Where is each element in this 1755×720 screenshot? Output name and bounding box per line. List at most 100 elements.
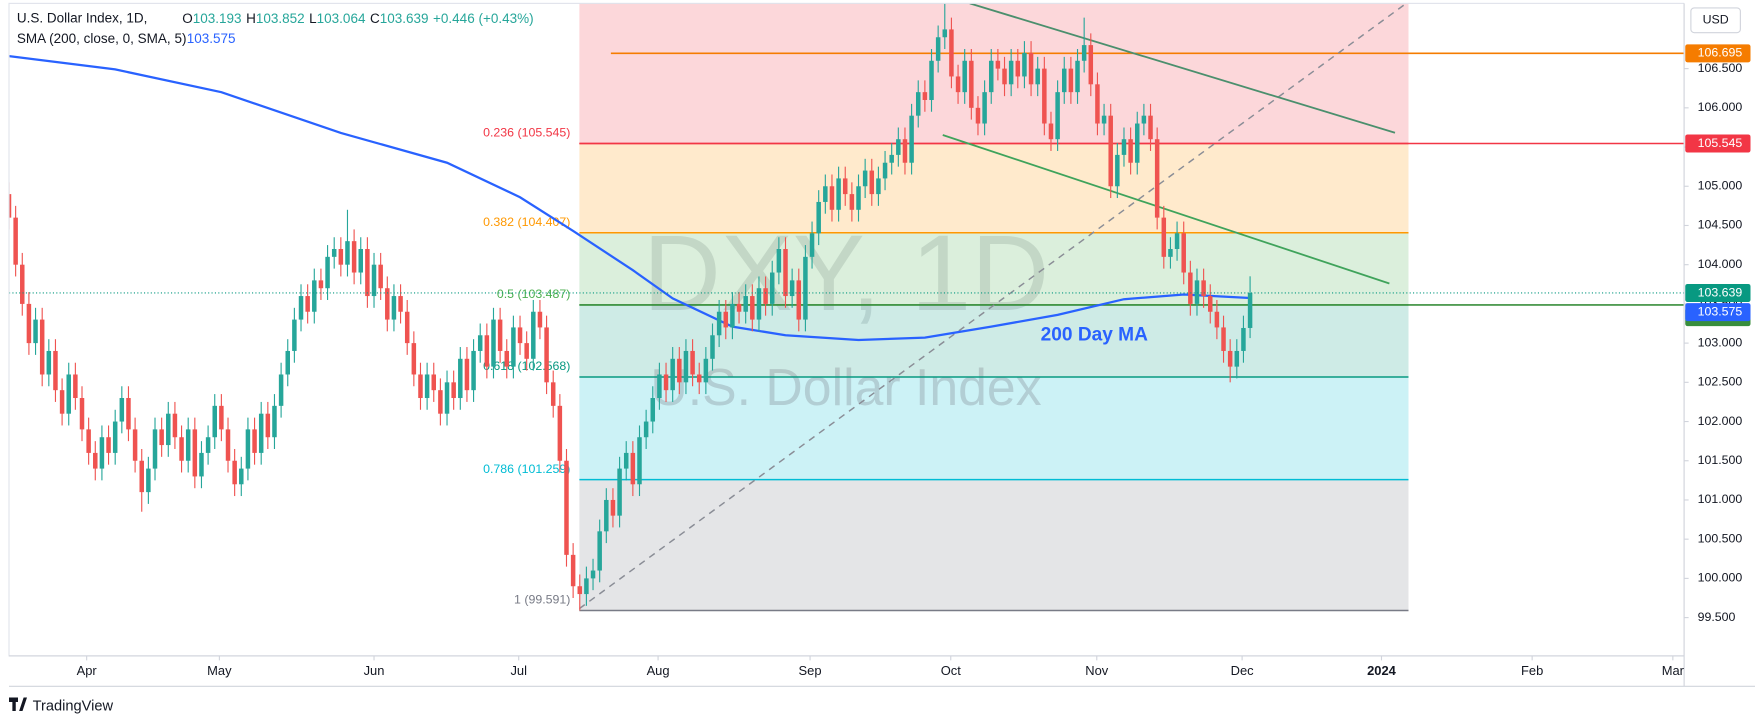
candle-body xyxy=(239,468,244,485)
candle-body xyxy=(809,233,815,257)
y-tick-label: 106.000 xyxy=(1698,100,1743,114)
x-tick-label: Oct xyxy=(941,663,962,678)
candle-body xyxy=(99,437,105,469)
candle-body xyxy=(1214,311,1220,328)
candle-body xyxy=(146,468,151,493)
fib-zone xyxy=(579,3,1409,144)
ohlc-value: 103.064 xyxy=(317,11,366,26)
candle-body xyxy=(743,296,748,312)
candle-body xyxy=(404,311,410,344)
candle-body xyxy=(13,217,18,265)
candle-body xyxy=(132,429,138,461)
candle-body xyxy=(345,241,350,265)
candle-body xyxy=(418,374,423,399)
candle-body xyxy=(471,350,476,391)
candle-body xyxy=(1035,68,1040,85)
candle-body xyxy=(1174,233,1180,250)
ohlc-key: O xyxy=(182,11,193,26)
candle-body xyxy=(577,586,583,595)
candle-body xyxy=(351,241,357,273)
y-tick-label: 102.500 xyxy=(1698,375,1743,389)
candle-body xyxy=(444,382,450,414)
x-tick-label: Dec xyxy=(1231,663,1255,678)
candle-body xyxy=(292,319,297,351)
candle-body xyxy=(849,194,855,210)
candle-body xyxy=(776,249,782,273)
plot-area: DXY, 1D U.S. Dollar Index 0.236 (105.545) 0… xyxy=(9,3,1685,612)
candle-body xyxy=(683,350,689,383)
symbol-title: U.S. Dollar Index, 1D, xyxy=(17,11,148,26)
x-tick-label: Aug xyxy=(647,663,670,678)
candle-body xyxy=(192,429,198,477)
price-tag-label: 106.695 xyxy=(1698,46,1743,60)
candle-body xyxy=(637,437,642,485)
candle-body xyxy=(185,429,191,461)
candle-body xyxy=(1194,280,1200,304)
candle-body xyxy=(126,398,131,430)
fib-zone xyxy=(579,376,1409,480)
candle-body xyxy=(1154,139,1160,218)
candle-body xyxy=(424,374,430,399)
candle-body xyxy=(922,92,928,100)
candle-body xyxy=(723,311,729,328)
candle-body xyxy=(537,311,543,328)
candle-body xyxy=(584,578,589,595)
candle-body xyxy=(39,319,45,375)
sma-value: 103.575 xyxy=(187,31,236,46)
overlay: 200 Day MA 99.500 100.000 100.500 101.000 101… xyxy=(9,0,1755,714)
candle-body xyxy=(139,460,144,493)
candle-body xyxy=(842,178,848,195)
y-tick-label: 105.000 xyxy=(1698,179,1743,193)
candle-body xyxy=(550,382,556,406)
candle-body xyxy=(179,437,184,461)
candle-body xyxy=(750,296,755,320)
candle-body xyxy=(398,296,403,312)
candle-body xyxy=(477,335,483,351)
candle-body xyxy=(803,256,808,320)
candle-body xyxy=(902,139,908,163)
candle-body xyxy=(325,256,330,289)
candle-body xyxy=(975,107,981,124)
x-tick-label: May xyxy=(207,663,232,678)
fib-zone xyxy=(579,143,1409,233)
y-tick-label: 101.500 xyxy=(1698,453,1743,467)
candle-body xyxy=(524,343,529,359)
candle-body xyxy=(232,460,237,485)
y-tick-label: 104.000 xyxy=(1698,257,1743,271)
fib-label: 1 (99.591) xyxy=(514,593,570,607)
candle-body xyxy=(1015,60,1021,77)
candle-body xyxy=(152,429,158,469)
candle-body xyxy=(378,264,383,289)
candle-body xyxy=(385,288,390,320)
candle-body xyxy=(252,429,257,453)
x-tick-label: Feb xyxy=(1521,663,1543,678)
sma-line xyxy=(9,54,1251,342)
candle-body xyxy=(358,249,363,273)
candle-body xyxy=(66,374,71,414)
candle-body xyxy=(212,405,217,438)
candle-body xyxy=(690,350,695,375)
candle-body xyxy=(159,429,164,446)
candle-body xyxy=(106,437,111,453)
candle-body xyxy=(882,162,888,179)
price-tag xyxy=(1685,134,1751,153)
candle-body xyxy=(756,288,762,320)
candle-body xyxy=(431,374,437,391)
candle-body xyxy=(1008,60,1014,85)
watermark-name: U.S. Dollar Index xyxy=(650,358,1041,416)
candle-body xyxy=(511,327,516,367)
candle-body xyxy=(763,288,768,304)
candle-body xyxy=(1121,139,1127,155)
candle-body xyxy=(73,374,78,399)
candle-body xyxy=(677,358,682,383)
candle-body xyxy=(365,249,370,297)
x-tick-label: Mar xyxy=(1662,663,1685,678)
candle-body xyxy=(1208,296,1213,312)
candle-body xyxy=(962,60,967,93)
candle-body xyxy=(119,398,125,422)
candle-body xyxy=(829,186,835,210)
price-tag xyxy=(1685,303,1751,322)
candle-body xyxy=(650,398,656,422)
price-tag-label: 105.545 xyxy=(1698,136,1743,150)
